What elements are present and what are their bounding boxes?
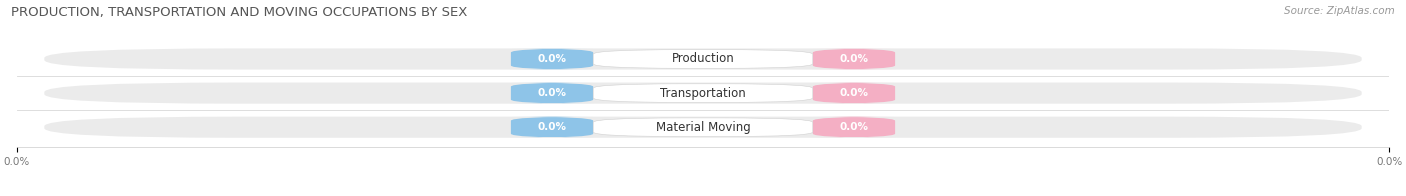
Text: 0.0%: 0.0% — [839, 54, 869, 64]
FancyBboxPatch shape — [45, 83, 1361, 104]
FancyBboxPatch shape — [813, 83, 896, 104]
Text: Transportation: Transportation — [661, 87, 745, 100]
Text: 0.0%: 0.0% — [537, 88, 567, 98]
FancyBboxPatch shape — [593, 84, 813, 102]
FancyBboxPatch shape — [593, 118, 813, 137]
Text: Material Moving: Material Moving — [655, 121, 751, 134]
FancyBboxPatch shape — [593, 50, 813, 68]
FancyBboxPatch shape — [45, 48, 1361, 70]
FancyBboxPatch shape — [813, 117, 896, 138]
Text: 0.0%: 0.0% — [537, 122, 567, 132]
Text: Source: ZipAtlas.com: Source: ZipAtlas.com — [1284, 6, 1395, 16]
FancyBboxPatch shape — [510, 48, 593, 70]
Text: PRODUCTION, TRANSPORTATION AND MOVING OCCUPATIONS BY SEX: PRODUCTION, TRANSPORTATION AND MOVING OC… — [11, 6, 468, 19]
FancyBboxPatch shape — [510, 83, 593, 104]
Text: 0.0%: 0.0% — [839, 88, 869, 98]
Text: 0.0%: 0.0% — [839, 122, 869, 132]
FancyBboxPatch shape — [813, 48, 896, 70]
FancyBboxPatch shape — [45, 117, 1361, 138]
Text: Production: Production — [672, 53, 734, 65]
FancyBboxPatch shape — [510, 117, 593, 138]
Text: 0.0%: 0.0% — [537, 54, 567, 64]
